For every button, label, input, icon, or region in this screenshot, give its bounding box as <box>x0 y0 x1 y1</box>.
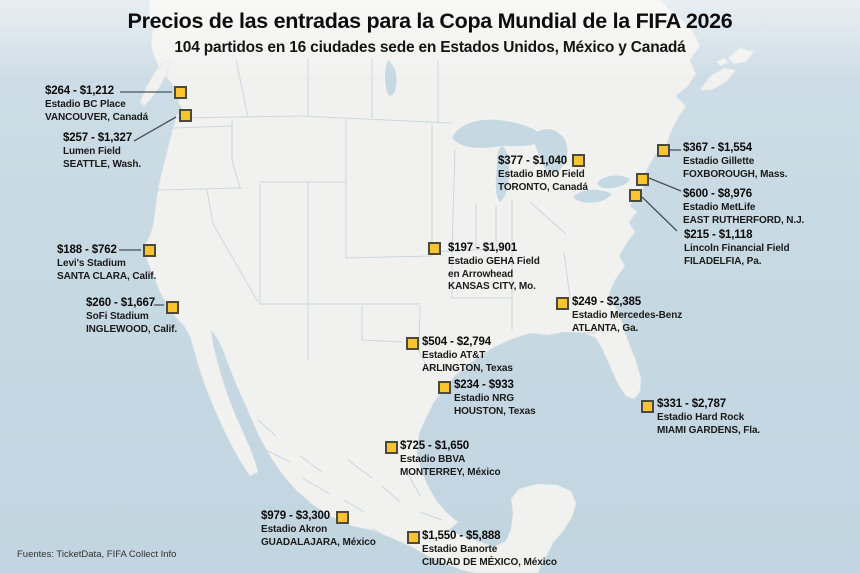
stadium-name: Estadio Hard Rock <box>657 412 745 423</box>
stadium-name-line2: en Arrowhead <box>448 268 514 280</box>
stadium-label-arlington: $504 - $2,794 Estadio AT&T ARLINGTON, Te… <box>422 336 513 375</box>
stadium-label-inglewood: $260 - $1,667 SoFi Stadium INGLEWOOD, Ca… <box>86 297 177 336</box>
city-name: MIAMI GARDENS, Fla. <box>657 424 761 436</box>
stadium-name: SoFi Stadium <box>86 311 149 322</box>
city-name: CIUDAD DE MÉXICO, México <box>422 556 557 568</box>
header: Precios de las entradas para la Copa Mun… <box>0 9 860 57</box>
city-name: VANCOUVER, Canadá <box>45 111 149 123</box>
stadium-label-east-rutherford: $600 - $8,976 Estadio MetLife EAST RUTHE… <box>683 188 804 227</box>
price-range: $331 - $2,787 <box>657 398 727 410</box>
stadium-name: Estadio MetLife <box>683 202 756 213</box>
stadium-name: Estadio BBVA <box>400 454 466 465</box>
source-note: Fuentes: TicketData, FIFA Collect Info <box>17 549 177 560</box>
stadium-name: Estadio Mercedes-Benz <box>572 310 683 321</box>
stadium-name: Estadio NRG <box>454 393 515 404</box>
stadium-label-philadelphia: $215 - $1,118 Lincoln Financial Field FI… <box>684 229 790 268</box>
stadium-name: Estadio AT&T <box>422 350 486 361</box>
stadium-label-kansas-city: $197 - $1,901 Estadio GEHA Field en Arro… <box>448 242 540 294</box>
stadium-marker-seattle <box>179 109 192 122</box>
city-name: GUADALAJARA, México <box>261 536 376 548</box>
price-range: $234 - $933 <box>454 379 514 391</box>
stadium-marker-guadalajara <box>336 511 349 524</box>
price-range: $1,550 - $5,888 <box>422 530 501 542</box>
landmass <box>139 0 755 573</box>
stadium-name: Levi's Stadium <box>57 258 126 269</box>
stadium-name: Estadio BC Place <box>45 99 126 110</box>
stadium-marker-atlanta <box>556 297 569 310</box>
price-range: $367 - $1,554 <box>683 142 753 154</box>
city-name: ATLANTA, Ga. <box>572 322 639 334</box>
city-name: SANTA CLARA, Calif. <box>57 270 157 282</box>
stadium-label-atlanta: $249 - $2,385 Estadio Mercedes-Benz ATLA… <box>572 296 682 335</box>
stadium-label-santa-clara: $188 - $762 Levi's Stadium SANTA CLARA, … <box>57 244 156 283</box>
connector-lines <box>119 91 682 306</box>
city-name: KANSAS CITY, Mo. <box>448 281 536 292</box>
stadium-label-guadalajara: $979 - $3,300 Estadio Akron GUADALAJARA,… <box>261 510 376 549</box>
title-fade <box>0 0 860 80</box>
stadium-marker-houston <box>438 381 451 394</box>
city-name: TORONTO, Canadá <box>498 181 588 193</box>
stadium-marker-philadelphia <box>629 189 642 202</box>
stadium-label-seattle: $257 - $1,327 Lumen Field SEATTLE, Wash. <box>63 132 141 171</box>
stadium-marker-arlington <box>406 337 419 350</box>
city-name: EAST RUTHERFORD, N.J. <box>683 214 805 226</box>
price-range: $725 - $1,650 <box>400 440 470 452</box>
stadium-label-vancouver: $264 - $1,212 Estadio BC Place VANCOUVER… <box>45 85 148 124</box>
stadium-label-toronto: $377 - $1,040 Estadio BMO Field TORONTO,… <box>498 155 588 194</box>
page-title: Precios de las entradas para la Copa Mun… <box>127 9 733 33</box>
stadium-marker-foxborough <box>657 144 670 157</box>
stadium-label-foxborough: $367 - $1,554 Estadio Gillette FOXBOROUG… <box>683 142 788 181</box>
stadium-label-mexico-city: $1,550 - $5,888 Estadio Banorte CIUDAD D… <box>422 530 557 569</box>
price-range: $504 - $2,794 <box>422 336 492 348</box>
stadium-label-miami-gardens: $331 - $2,787 Estadio Hard Rock MIAMI GA… <box>657 398 760 437</box>
stadium-name: Lincoln Financial Field <box>684 243 790 254</box>
price-range: $264 - $1,212 <box>45 85 115 97</box>
price-range: $377 - $1,040 <box>498 155 568 167</box>
stadium-name: Estadio BMO Field <box>498 169 585 180</box>
city-name: FILADELFIA, Pa. <box>684 255 762 267</box>
stadium-name: Estadio Akron <box>261 524 328 535</box>
city-name: INGLEWOOD, Calif. <box>86 323 178 335</box>
stadium-marker-mexico-city <box>407 531 420 544</box>
price-range: $260 - $1,667 <box>86 297 156 309</box>
price-range: $257 - $1,327 <box>63 132 133 144</box>
price-range: $197 - $1,901 <box>448 242 518 254</box>
stadium-label-houston: $234 - $933 Estadio NRG HOUSTON, Texas <box>454 379 536 418</box>
stadium-marker-east-rutherford <box>636 173 649 186</box>
stadium-marker-miami-gardens <box>641 400 654 413</box>
stadium-marker-vancouver <box>174 86 187 99</box>
stadium-marker-santa-clara <box>143 244 156 257</box>
stadium-label-monterrey: $725 - $1,650 Estadio BBVA MONTERREY, Mé… <box>400 440 501 479</box>
city-name: SEATTLE, Wash. <box>63 158 142 170</box>
price-range: $215 - $1,118 <box>684 229 753 241</box>
stadium-name: Estadio GEHA Field <box>448 256 540 267</box>
price-range: $188 - $762 <box>57 244 117 256</box>
stadium-name: Lumen Field <box>63 146 121 157</box>
city-name: FOXBOROUGH, Mass. <box>683 168 788 180</box>
stadium-marker-monterrey <box>385 441 398 454</box>
city-name: ARLINGTON, Texas <box>422 362 513 374</box>
great-lakes <box>385 60 630 203</box>
state-borders <box>156 58 596 543</box>
city-name: HOUSTON, Texas <box>454 405 536 417</box>
city-name: MONTERREY, México <box>400 466 501 478</box>
stadium-name: Estadio Banorte <box>422 544 498 555</box>
stadium-marker-inglewood <box>166 301 179 314</box>
stadium-marker-kansas-city <box>428 242 441 255</box>
price-range: $600 - $8,976 <box>683 188 753 200</box>
price-range: $979 - $3,300 <box>261 510 331 522</box>
stadium-name: Estadio Gillette <box>683 156 755 167</box>
stadium-marker-toronto <box>572 154 585 167</box>
price-range: $249 - $2,385 <box>572 296 642 308</box>
page-subtitle: 104 partidos en 16 ciudades sede en Esta… <box>174 39 686 56</box>
